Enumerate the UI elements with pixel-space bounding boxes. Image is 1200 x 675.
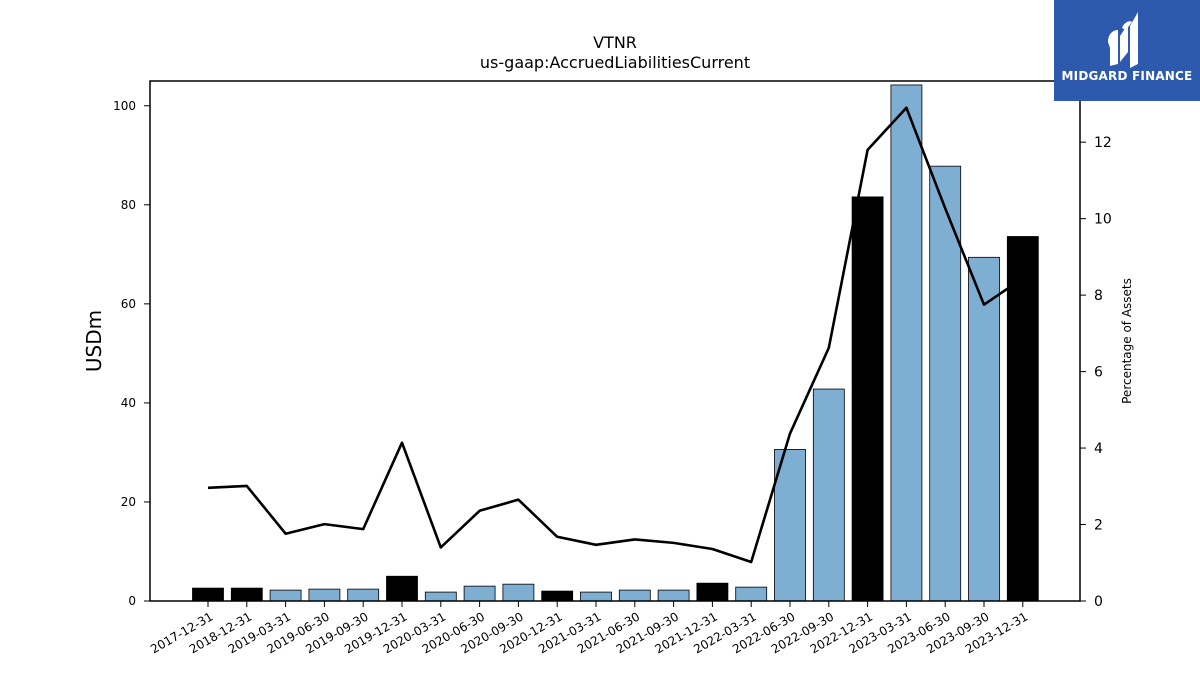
bar-2019-12-31 [386, 575, 418, 602]
bar-2022-09-30 [812, 388, 845, 602]
y2-tick-label: 4 [1094, 441, 1103, 457]
y2-tick-label: 10 [1094, 212, 1112, 228]
y2-axis-label: Percentage of Assets [1120, 278, 1134, 404]
y-axis-right: 0 2 4 6 8 10 12 [1080, 135, 1112, 610]
y2-tick-label: 2 [1094, 518, 1103, 534]
bar-2019-06-30 [308, 588, 341, 602]
bar-2017-12-31 [192, 587, 224, 602]
bar-2021-06-30 [618, 589, 651, 602]
y-tick-label: 100 [113, 99, 136, 113]
y-tick-label: 40 [121, 396, 136, 410]
bar-2019-09-30 [347, 588, 380, 602]
bar-2023-12-31 [1006, 236, 1039, 602]
bar-2023-03-31 [890, 84, 923, 602]
logo: MIDGARD FINANCE [1054, 0, 1200, 101]
bar-2020-06-30 [463, 585, 496, 602]
y2-tick-label: 0 [1094, 594, 1103, 610]
bar-2018-12-31 [230, 587, 263, 602]
y2-tick-label: 6 [1094, 365, 1103, 381]
series-line-0 [207, 106, 1024, 564]
y-tick-label: 20 [121, 495, 136, 509]
bar-2021-03-31 [580, 591, 612, 602]
bar-2022-06-30 [774, 449, 806, 602]
y-tick-label: 60 [121, 297, 136, 311]
bar-2022-03-31 [735, 586, 768, 602]
y2-tick-label: 8 [1094, 288, 1103, 304]
y-axis-left: 0 20 40 60 80 100 [113, 99, 150, 608]
bar-2021-12-31 [696, 582, 729, 602]
chart-title: VTNR [593, 33, 637, 52]
line-layer [207, 106, 1024, 564]
bar-2021-09-30 [657, 589, 690, 602]
bar-2023-09-30 [968, 256, 1000, 602]
x-axis: 2017-12-312018-12-312019-03-312019-06-30… [148, 601, 1030, 656]
bar-2019-03-31 [269, 589, 302, 602]
chart-subtitle: us-gaap:AccruedLiabilitiesCurrent [480, 53, 750, 72]
bar-2020-03-31 [424, 591, 457, 602]
bar-2020-12-31 [541, 590, 574, 602]
plot-frame [149, 80, 1081, 602]
y-tick-label: 80 [121, 198, 136, 212]
bar-2020-09-30 [502, 583, 535, 602]
logo-text: MIDGARD FINANCE [1061, 69, 1193, 83]
midgard-logo-icon [1108, 12, 1138, 68]
bar-2022-12-31 [851, 196, 884, 602]
bar-2023-06-30 [929, 165, 962, 602]
y-tick-label: 0 [128, 594, 136, 608]
y2-tick-label: 12 [1094, 135, 1112, 151]
y-axis-label: USDm [82, 310, 106, 372]
bars-layer [192, 84, 1039, 602]
